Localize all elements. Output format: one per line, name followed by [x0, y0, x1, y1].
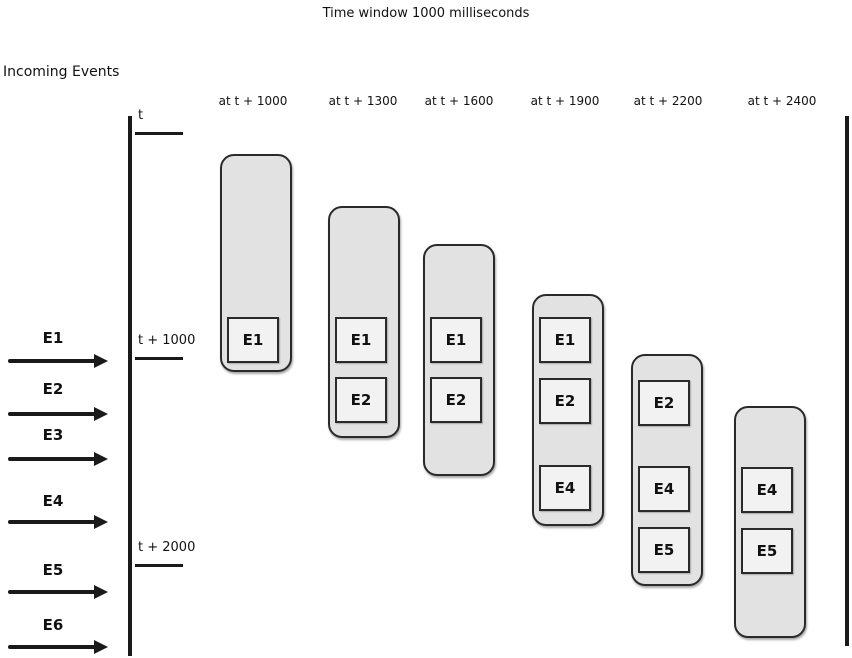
incoming-events-label: Incoming Events [3, 64, 120, 80]
window-label: at t + 2400 [747, 94, 817, 108]
window-label: at t + 1600 [424, 94, 494, 108]
incoming-event-label: E2 [42, 380, 64, 398]
incoming-arrow [8, 640, 108, 654]
diagram-title: Time window 1000 milliseconds [322, 6, 530, 21]
window-event: E1 [335, 317, 387, 363]
tick-mark-t [135, 132, 183, 135]
time-axis [128, 116, 132, 656]
window-label: at t + 1900 [530, 94, 600, 108]
tick-label-t-2000: t + 2000 [138, 540, 196, 555]
window-event: E1 [430, 317, 482, 363]
window-label: at t + 2200 [633, 94, 703, 108]
window-event: E2 [638, 380, 690, 426]
right-boundary-line [845, 116, 849, 646]
tick-mark-t-2000 [135, 564, 183, 567]
time-window [734, 406, 806, 638]
window-event: E2 [335, 377, 387, 423]
incoming-event-label: E1 [42, 329, 64, 347]
incoming-event-label: E3 [42, 426, 64, 444]
window-label: at t + 1300 [328, 94, 398, 108]
incoming-arrow [8, 407, 108, 421]
window-event: E4 [539, 465, 591, 511]
incoming-arrow [8, 515, 108, 529]
window-event: E4 [638, 466, 690, 512]
window-event: E4 [741, 467, 793, 513]
tick-mark-t-1000 [135, 357, 183, 360]
incoming-event-label: E6 [42, 616, 64, 634]
window-event: E5 [741, 528, 793, 574]
tick-label-t-1000: t + 1000 [138, 333, 196, 348]
incoming-arrow [8, 452, 108, 466]
tick-label-t: t [138, 108, 144, 123]
window-event: E2 [539, 378, 591, 424]
incoming-arrow [8, 585, 108, 599]
incoming-event-label: E4 [42, 492, 64, 510]
incoming-arrow [8, 354, 108, 368]
window-event: E2 [430, 377, 482, 423]
window-event: E5 [638, 527, 690, 573]
window-event: E1 [539, 317, 591, 363]
incoming-event-label: E5 [42, 561, 64, 579]
window-label: at t + 1000 [218, 94, 288, 108]
window-event: E1 [227, 317, 279, 363]
